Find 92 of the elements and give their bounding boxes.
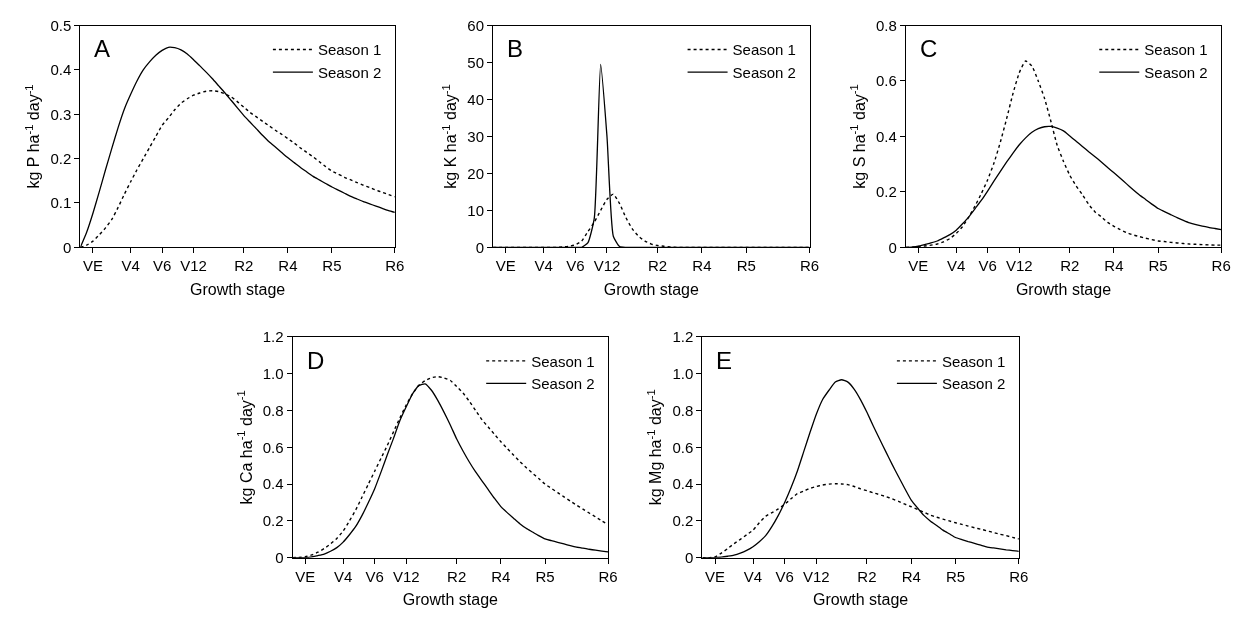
y-tick-label: 0 <box>685 548 694 566</box>
x-tick-label: VE <box>295 567 316 585</box>
x-tick-label: V12 <box>392 567 420 585</box>
legend-label: Season 1 <box>732 41 796 59</box>
chart-title: B <box>507 35 524 62</box>
y-tick-label: 0.4 <box>875 127 897 145</box>
x-tick-label: V4 <box>947 257 966 275</box>
y-tick-label: 0.8 <box>672 401 694 419</box>
x-tick-label: V12 <box>802 567 830 585</box>
x-tick-label: VE <box>495 257 516 275</box>
x-tick-label: R4 <box>692 257 712 275</box>
chart-title: C <box>920 35 938 62</box>
y-tick-label: 20 <box>467 164 485 182</box>
y-tick-label: 0.6 <box>672 438 694 456</box>
y-tick-label: 40 <box>467 90 485 108</box>
y-tick-label: 0.6 <box>262 438 284 456</box>
x-axis-title: Growth stage <box>1015 281 1112 299</box>
x-tick-label: R5 <box>1148 257 1168 275</box>
y-tick-label: 0.4 <box>262 475 284 493</box>
chart-title: E <box>716 347 733 374</box>
x-tick-label: R6 <box>799 257 820 275</box>
x-tick-label: R2 <box>234 257 254 275</box>
x-tick-label: R4 <box>1104 257 1124 275</box>
x-tick-label: R2 <box>648 257 668 275</box>
legend-label: Season 1 <box>531 352 595 370</box>
chart-title: A <box>94 35 111 62</box>
y-tick-label: 0.6 <box>875 72 897 90</box>
x-tick-label: R4 <box>278 257 298 275</box>
y-tick-label: 0.8 <box>262 401 284 419</box>
x-tick-label: V6 <box>775 567 794 585</box>
x-tick-label: R6 <box>1211 257 1231 275</box>
legend-label: Season 2 <box>1144 63 1208 81</box>
x-tick-label: R6 <box>598 567 618 585</box>
x-tick-label: R6 <box>385 257 405 275</box>
y-tick-label: 1.2 <box>672 328 694 346</box>
y-tick-label: 30 <box>467 127 485 145</box>
x-tick-label: R2 <box>1060 257 1080 275</box>
x-tick-label: VE <box>82 257 103 275</box>
x-tick-label: R6 <box>1009 567 1029 585</box>
x-tick-label: V4 <box>333 567 353 585</box>
legend-label: Season 2 <box>531 375 595 393</box>
legend-label: Season 1 <box>1144 41 1208 59</box>
y-tick-label: 0 <box>63 238 72 256</box>
legend-label: Season 2 <box>317 63 382 81</box>
x-tick-label: V6 <box>152 257 172 275</box>
y-tick-label: 0.5 <box>50 16 72 34</box>
y-tick-label: 0 <box>888 238 897 256</box>
x-tick-label: R4 <box>491 567 511 585</box>
x-tick-label: V12 <box>1005 257 1033 275</box>
x-tick-label: V12 <box>593 257 621 275</box>
y-tick-label: 0.4 <box>672 475 694 493</box>
x-axis-title: Growth stage <box>402 591 499 609</box>
y-tick-label: 10 <box>467 201 485 219</box>
y-tick-label: 0.2 <box>875 183 897 201</box>
x-tick-label: V12 <box>180 257 207 275</box>
y-tick-label: 50 <box>467 53 485 71</box>
y-tick-label: 0 <box>275 548 284 566</box>
legend-label: Season 1 <box>941 352 1006 370</box>
y-tick-label: 0 <box>475 238 485 256</box>
x-tick-label: R2 <box>447 567 467 585</box>
x-tick-label: V6 <box>566 257 585 275</box>
legend-label: Season 1 <box>317 41 382 59</box>
x-tick-label: R5 <box>322 257 342 275</box>
y-tick-label: 1.2 <box>262 328 284 346</box>
x-tick-label: VE <box>908 257 929 275</box>
x-tick-label: V6 <box>365 567 384 585</box>
x-axis-title: Growth stage <box>190 281 286 299</box>
x-tick-label: V4 <box>121 257 140 275</box>
y-tick-label: 1.0 <box>262 364 284 382</box>
y-tick-label: 0.4 <box>50 61 72 79</box>
y-tick-label: 1.0 <box>672 364 694 382</box>
x-axis-title: Growth stage <box>813 591 909 609</box>
y-tick-label: 0.1 <box>50 194 72 212</box>
y-tick-label: 0.8 <box>875 16 897 34</box>
x-tick-label: R2 <box>857 567 877 585</box>
x-tick-label: V4 <box>743 567 763 585</box>
y-tick-label: 0.2 <box>50 149 72 167</box>
x-tick-label: R5 <box>945 567 966 585</box>
legend-label: Season 2 <box>941 375 1006 393</box>
y-tick-label: 60 <box>467 16 485 34</box>
x-tick-label: V6 <box>978 257 997 275</box>
x-tick-label: R4 <box>901 567 921 585</box>
legend-label: Season 2 <box>732 63 796 81</box>
x-tick-label: V4 <box>534 257 553 275</box>
y-tick-label: 0.2 <box>262 512 284 530</box>
x-tick-label: VE <box>705 567 726 585</box>
chart-title: D <box>307 347 325 374</box>
x-tick-label: R5 <box>535 567 555 585</box>
y-tick-label: 0.3 <box>50 105 72 123</box>
y-tick-label: 0.2 <box>672 512 694 530</box>
x-axis-title: Growth stage <box>603 281 699 299</box>
x-tick-label: R5 <box>736 257 756 275</box>
